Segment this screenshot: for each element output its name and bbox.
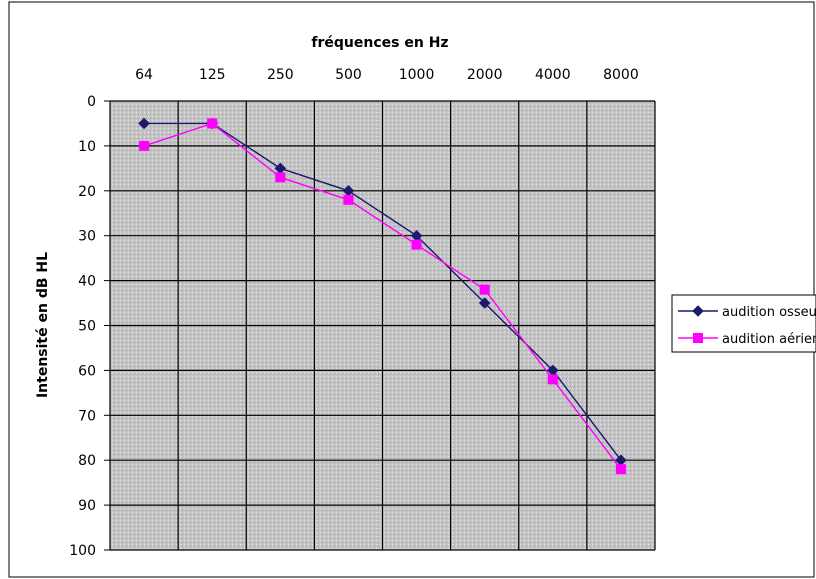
x-tick-label: 8000 [603,67,639,83]
y-tick-label: 0 [87,94,96,110]
x-tick-label: 125 [199,67,226,83]
y-tick-label: 70 [78,408,96,424]
x-tick-label: 4000 [535,67,571,83]
series-1 [138,117,627,467]
x-tick-label: 2000 [467,67,503,83]
x-tick-label: 64 [135,67,153,83]
data-point-diamond [478,297,491,309]
legend-box [671,294,816,353]
data-point-square [139,140,150,151]
data-point-square [207,118,218,129]
series-layer [138,117,627,475]
y-tick-label: 100 [69,543,96,559]
y-tick-label: 50 [78,319,96,335]
data-point-diamond [138,117,150,130]
y-tick-label: 40 [78,274,96,290]
y-axis-title: Intensité en dB HL [35,252,51,398]
legend-item: audition aérienne [678,332,816,347]
y-tick-label: 20 [78,184,96,200]
y-tick-label: 10 [78,139,96,155]
x-axis-title: fréquences en Hz [311,35,448,51]
x-tick-label: 1000 [399,67,435,83]
y-tick-labels: 0 10 20 30 40 50 60 70 80 90 100 [69,94,96,559]
data-point-square [411,239,422,250]
x-tick-label: 500 [335,67,362,83]
data-point-square [479,284,490,295]
x-tick-labels: 64 125 250 500 1000 2000 4000 8000 [135,67,639,83]
legend-marker [692,305,704,317]
grid-lines [104,100,656,551]
y-tick-label: 30 [78,229,96,245]
x-tick-label: 250 [267,67,294,83]
series-line [143,122,622,470]
y-tick-label: 90 [78,498,96,514]
y-tick-label: 80 [78,453,96,469]
legend: audition osseuse audition aérienne [671,294,816,353]
chart-frame [8,1,815,578]
data-point-square [547,374,558,385]
legend-item: audition osseuse [678,305,816,320]
legend-label: audition osseuse [722,305,816,320]
series-2 [139,118,626,475]
data-point-square [275,172,286,183]
legend-label: audition aérienne [722,332,816,347]
legend-marker [693,333,703,343]
series-line [144,122,622,461]
data-point-square [343,194,354,205]
data-point-square [615,464,626,475]
y-tick-label: 60 [78,363,96,379]
